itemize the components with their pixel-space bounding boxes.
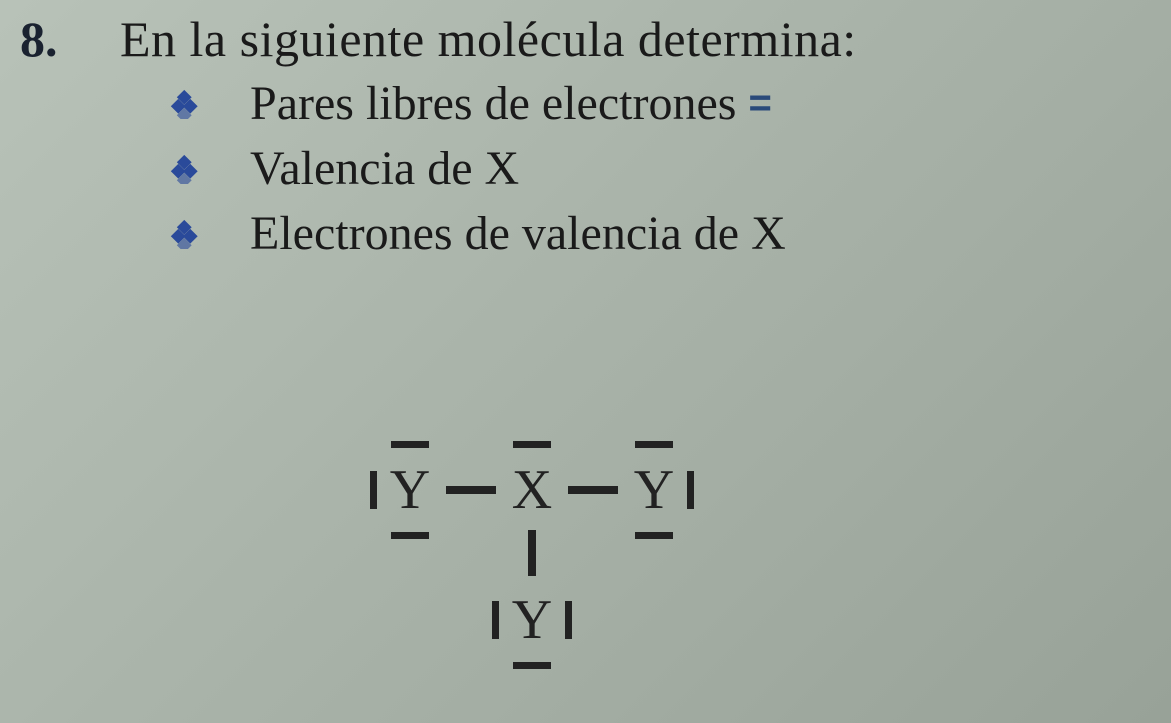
diamond-bullet-icon	[170, 154, 200, 184]
atom-x-center: X	[502, 455, 562, 525]
bullet-list: Pares libres de electrones = Valencia de…	[170, 76, 1141, 261]
lone-pair-bar	[391, 532, 429, 539]
bullet-item: Pares libres de electrones =	[170, 76, 1141, 131]
bullet-text: Electrones de valencia de X	[250, 206, 786, 261]
bullet-item: Electrones de valencia de X	[170, 206, 1141, 261]
atom-y-left: Y	[380, 455, 440, 525]
lone-pair-bar	[687, 471, 694, 509]
lone-pair-bar	[391, 441, 429, 448]
bullet-item: Valencia de X	[170, 141, 1141, 196]
atom-y-right: Y	[624, 455, 684, 525]
exercise-page: 8. En la siguiente molécula determina: P…	[0, 0, 1171, 291]
bullet-text: Pares libres de electrones	[250, 76, 736, 131]
bullet-text: Valencia de X	[250, 141, 519, 196]
atom-y-bottom: Y	[502, 585, 562, 655]
bond-horizontal	[446, 486, 496, 494]
question-prompt: En la siguiente molécula determina:	[120, 10, 857, 68]
lone-pair-bar	[492, 601, 499, 639]
question-number: 8.	[20, 10, 80, 68]
bond-vertical	[528, 530, 536, 576]
molecule-top-row: Y X Y	[380, 450, 684, 530]
atom-label: Y	[512, 588, 552, 652]
lone-pair-bar	[513, 441, 551, 448]
molecule-bottom-row: Y	[380, 580, 684, 660]
diamond-bullet-icon	[170, 219, 200, 249]
diamond-bullet-icon	[170, 89, 200, 119]
handwritten-annotation: =	[748, 81, 771, 126]
lone-pair-bar	[370, 471, 377, 509]
lone-pair-bar	[513, 662, 551, 669]
bond-horizontal	[568, 486, 618, 494]
lone-pair-bar	[635, 532, 673, 539]
lone-pair-bar	[565, 601, 572, 639]
lone-pair-bar	[635, 441, 673, 448]
molecule-diagram: Y X Y Y	[380, 450, 684, 660]
question-line: 8. En la siguiente molécula determina:	[20, 10, 1141, 68]
atom-label: Y	[634, 458, 674, 522]
atom-label: X	[512, 458, 552, 522]
atom-label: Y	[390, 458, 430, 522]
